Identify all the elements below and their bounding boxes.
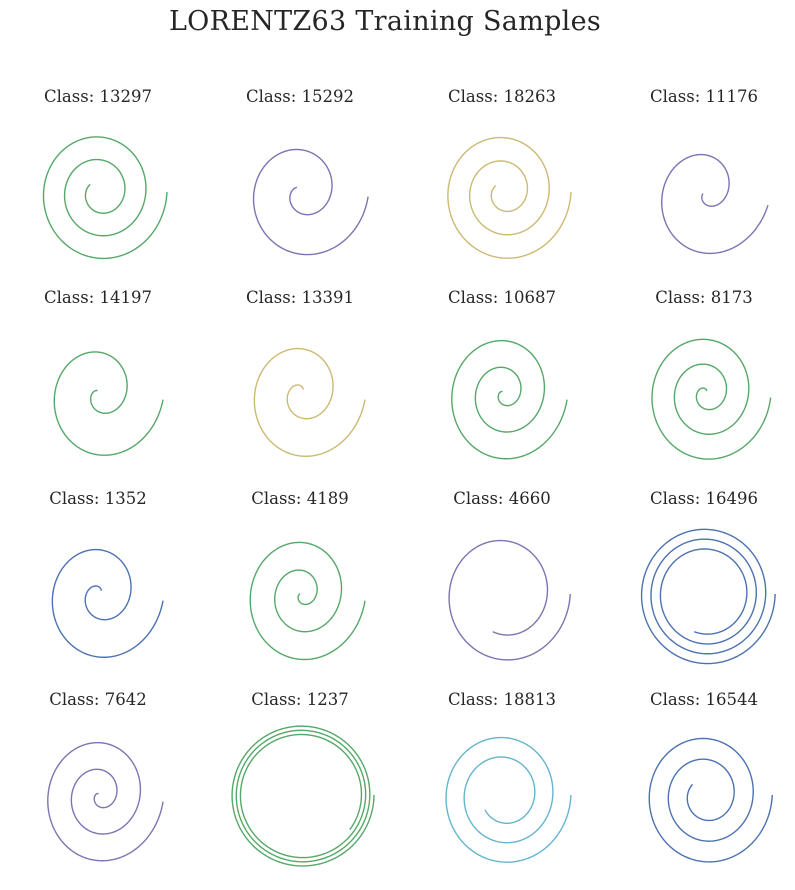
- subplot-title: Class: 4189: [251, 489, 348, 508]
- spiral-line: [249, 541, 366, 661]
- spiral-line: [42, 136, 168, 260]
- subplot-7: Class: 10687: [448, 288, 568, 460]
- spiral-line: [51, 548, 164, 658]
- subplot-3: Class: 18263: [447, 87, 572, 259]
- subplot-title: Class: 16544: [650, 690, 758, 709]
- subplot-title: Class: 1352: [49, 489, 146, 508]
- subplot-9: Class: 1352: [49, 489, 164, 658]
- subplot-15: Class: 18813: [445, 690, 572, 863]
- spiral-line: [651, 338, 772, 460]
- spiral-line: [661, 153, 769, 255]
- spiral-line: [47, 741, 164, 862]
- subplot-13: Class: 7642: [47, 690, 164, 862]
- subplot-10: Class: 4189: [249, 489, 366, 661]
- subplot-title: Class: 14197: [44, 288, 152, 307]
- subplot-12: Class: 16496: [640, 489, 776, 665]
- figure-title: LORENTZ63 Training Samples: [168, 6, 602, 37]
- subplot-title: Class: 1237: [251, 690, 348, 709]
- spiral-line: [640, 528, 776, 665]
- subplot-11: Class: 4660: [448, 489, 571, 661]
- subplot-4: Class: 11176: [650, 87, 769, 255]
- spiral-line: [451, 339, 568, 460]
- subplot-5: Class: 14197: [44, 288, 164, 456]
- subplot-title: Class: 11176: [650, 87, 758, 106]
- subplot-2: Class: 15292: [246, 87, 369, 256]
- subplot-title: Class: 13297: [44, 87, 152, 106]
- spiral-line: [648, 737, 773, 863]
- subplot-14: Class: 1237: [231, 690, 375, 867]
- subplot-title: Class: 16496: [650, 489, 758, 508]
- spiral-line: [53, 351, 164, 456]
- subplot-title: Class: 4660: [453, 489, 550, 508]
- subplot-title: Class: 18263: [448, 87, 556, 106]
- subplot-title: Class: 7642: [49, 690, 146, 709]
- spiral-line: [231, 725, 375, 867]
- subplot-title: Class: 18813: [448, 690, 556, 709]
- subplot-title: Class: 15292: [246, 87, 354, 106]
- spiral-line: [447, 136, 572, 259]
- subplot-8: Class: 8173: [651, 288, 772, 460]
- subplot-6: Class: 13391: [246, 288, 366, 457]
- subplot-title: Class: 8173: [655, 288, 752, 307]
- spiral-line: [252, 148, 369, 256]
- subplot-title: Class: 13391: [246, 288, 354, 307]
- spiral-line: [445, 736, 572, 863]
- spiral-line: [448, 539, 571, 661]
- spiral-line: [253, 347, 366, 457]
- subplot-1: Class: 13297: [42, 87, 168, 260]
- subplot-16: Class: 16544: [648, 690, 773, 863]
- subplot-title: Class: 10687: [448, 288, 556, 307]
